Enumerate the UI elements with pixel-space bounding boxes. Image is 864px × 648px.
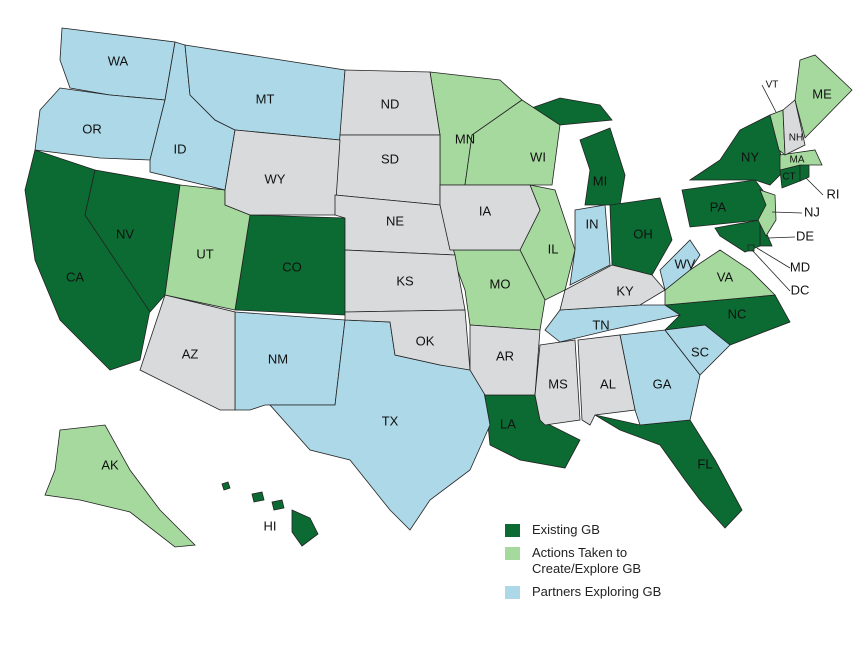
- state-shape: [344, 309, 471, 371]
- state-shape: [34, 87, 166, 161]
- state-label: CO: [282, 259, 302, 274]
- state-label: MS: [548, 376, 568, 391]
- state-shape: [469, 324, 541, 396]
- leader-line: [756, 247, 791, 269]
- state-label: SD: [381, 151, 399, 166]
- state-label: MO: [490, 276, 511, 291]
- state-label: GA: [653, 376, 672, 391]
- leader-line: [771, 211, 803, 214]
- state-label: AZ: [182, 346, 199, 361]
- state-shape: [659, 239, 701, 291]
- leader-line: [751, 249, 791, 292]
- state-label: NV: [116, 226, 134, 241]
- state-label: IL: [548, 241, 559, 256]
- state-label: MT: [256, 91, 275, 106]
- state-shape: [594, 414, 743, 529]
- legend-item: Partners Exploring GB: [505, 584, 725, 600]
- state-label: OK: [416, 333, 435, 348]
- state-shape: [224, 129, 341, 216]
- state-shape: [664, 324, 731, 376]
- state-label: DC: [791, 282, 810, 297]
- state-shape: [139, 294, 236, 411]
- state-shape: [271, 499, 285, 511]
- state-shape: [757, 189, 777, 237]
- state-label: TX: [382, 413, 399, 428]
- state-shape: [609, 197, 673, 276]
- state-label: IA: [479, 203, 492, 218]
- state-label: TN: [592, 317, 609, 332]
- state-shape: [439, 184, 541, 251]
- state-label: NH: [789, 133, 803, 144]
- state-label: ID: [174, 141, 187, 156]
- state-shape: [577, 334, 636, 426]
- state-shape: [234, 311, 346, 411]
- state-shape: [782, 99, 806, 156]
- state-label: NE: [386, 213, 404, 228]
- state-label: OR: [82, 121, 102, 136]
- state-shape: [291, 509, 319, 547]
- state-label: MI: [593, 173, 607, 188]
- legend-swatch: [505, 586, 520, 599]
- legend: Existing GB Actions Taken to Create/Explo…: [505, 522, 725, 607]
- state-label: LA: [500, 416, 516, 431]
- state-label: NY: [741, 149, 759, 164]
- state-label: NJ: [804, 204, 820, 219]
- state-label: RI: [827, 186, 840, 201]
- state-label: WI: [530, 149, 546, 164]
- legend-swatch: [505, 524, 520, 537]
- state-label: KY: [616, 283, 634, 298]
- state-shape: [569, 204, 611, 286]
- state-label: SC: [691, 344, 709, 359]
- state-shape: [221, 481, 231, 491]
- legend-item: Existing GB: [505, 522, 725, 538]
- state-label: NM: [268, 351, 288, 366]
- state-label: WY: [265, 171, 286, 186]
- state-shape: [794, 54, 853, 139]
- state-label: ND: [381, 96, 400, 111]
- state-shape: [799, 163, 810, 182]
- leader-line: [767, 236, 796, 239]
- legend-label: Partners Exploring GB: [532, 584, 662, 599]
- state-label: NC: [728, 306, 747, 321]
- state-shape: [534, 339, 581, 426]
- state-shape: [334, 134, 441, 206]
- state-shape: [747, 244, 755, 252]
- state-label: VA: [717, 269, 734, 284]
- state-label: WV: [675, 256, 696, 271]
- state-label: HI: [264, 518, 277, 533]
- legend-label: Actions Taken to Create/Explore GB: [532, 545, 642, 576]
- state-shape: [779, 149, 823, 171]
- state-label: CA: [66, 269, 84, 284]
- legend-label: Existing GB: [532, 522, 600, 537]
- state-label: MN: [455, 131, 475, 146]
- state-shape: [84, 169, 181, 313]
- state-label: ME: [812, 86, 832, 101]
- state-label: VT: [766, 80, 779, 91]
- state-label: MD: [790, 259, 810, 274]
- state-label: MA: [790, 155, 805, 166]
- leader-line: [761, 84, 777, 113]
- legend-swatch: [505, 547, 520, 560]
- state-label: IN: [586, 216, 599, 231]
- state-shape: [251, 491, 265, 503]
- state-label: CT: [782, 172, 795, 183]
- legend-item: Actions Taken to Create/Explore GB: [505, 545, 725, 577]
- leader-line: [805, 177, 824, 196]
- state-shape: [688, 114, 786, 186]
- state-label: OH: [633, 226, 653, 241]
- state-label: PA: [710, 199, 727, 214]
- state-label: WA: [108, 53, 129, 68]
- state-label: DE: [796, 228, 814, 243]
- state-label: KS: [396, 273, 414, 288]
- state-label: AK: [101, 457, 119, 472]
- state-shape: [559, 264, 666, 311]
- state-label: FL: [697, 456, 712, 471]
- state-shape: [579, 127, 626, 206]
- state-label: UT: [196, 246, 213, 261]
- state-label: AL: [600, 376, 616, 391]
- state-shape: [44, 424, 196, 548]
- state-label: AR: [496, 348, 514, 363]
